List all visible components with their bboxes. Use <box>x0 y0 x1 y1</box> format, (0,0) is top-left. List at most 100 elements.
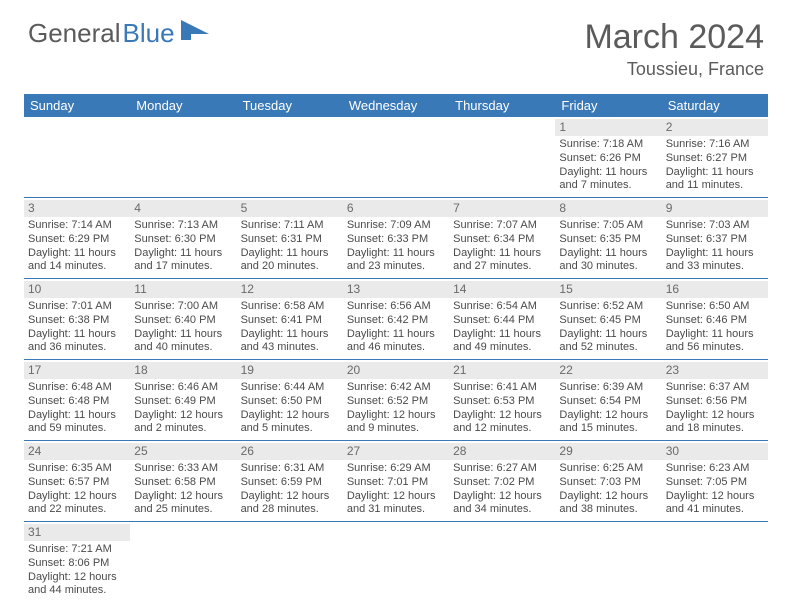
page-title: March 2024 <box>584 18 764 57</box>
daylight-text: Daylight: 11 hours and 27 minutes. <box>453 247 551 275</box>
sunrise-text: Sunrise: 6:39 AM <box>559 381 657 395</box>
sunrise-text: Sunrise: 7:07 AM <box>453 219 551 233</box>
sunset-text: Sunset: 6:35 PM <box>559 233 657 247</box>
sunset-text: Sunset: 6:57 PM <box>28 476 126 490</box>
sunrise-text: Sunrise: 6:52 AM <box>559 300 657 314</box>
calendar-empty-cell <box>555 522 661 602</box>
day-number: 17 <box>24 362 130 379</box>
day-number: 25 <box>130 443 236 460</box>
day-number: 26 <box>237 443 343 460</box>
sunrise-text: Sunrise: 7:00 AM <box>134 300 232 314</box>
daylight-text: Daylight: 11 hours and 7 minutes. <box>559 166 657 194</box>
day-number: 14 <box>449 281 555 298</box>
day-number: 24 <box>24 443 130 460</box>
day-number: 9 <box>662 200 768 217</box>
daylight-text: Daylight: 11 hours and 49 minutes. <box>453 328 551 356</box>
calendar-day-cell: 18Sunrise: 6:46 AMSunset: 6:49 PMDayligh… <box>130 360 236 440</box>
sunset-text: Sunset: 6:52 PM <box>347 395 445 409</box>
sunrise-text: Sunrise: 6:37 AM <box>666 381 764 395</box>
weekday-header: Monday <box>130 94 236 117</box>
day-number: 8 <box>555 200 661 217</box>
sunset-text: Sunset: 6:37 PM <box>666 233 764 247</box>
logo: General Blue <box>28 18 211 49</box>
daylight-text: Daylight: 12 hours and 28 minutes. <box>241 490 339 518</box>
daylight-text: Daylight: 11 hours and 43 minutes. <box>241 328 339 356</box>
calendar-row: 10Sunrise: 7:01 AMSunset: 6:38 PMDayligh… <box>24 279 768 360</box>
calendar-day-cell: 20Sunrise: 6:42 AMSunset: 6:52 PMDayligh… <box>343 360 449 440</box>
calendar-row: 3Sunrise: 7:14 AMSunset: 6:29 PMDaylight… <box>24 198 768 279</box>
sunset-text: Sunset: 6:31 PM <box>241 233 339 247</box>
daylight-text: Daylight: 12 hours and 41 minutes. <box>666 490 764 518</box>
calendar-day-cell: 29Sunrise: 6:25 AMSunset: 7:03 PMDayligh… <box>555 441 661 521</box>
day-number: 19 <box>237 362 343 379</box>
sunrise-text: Sunrise: 6:41 AM <box>453 381 551 395</box>
calendar-day-cell: 22Sunrise: 6:39 AMSunset: 6:54 PMDayligh… <box>555 360 661 440</box>
sunset-text: Sunset: 6:27 PM <box>666 152 764 166</box>
sunset-text: Sunset: 7:02 PM <box>453 476 551 490</box>
sunrise-text: Sunrise: 6:31 AM <box>241 462 339 476</box>
calendar: SundayMondayTuesdayWednesdayThursdayFrid… <box>24 94 768 602</box>
daylight-text: Daylight: 11 hours and 33 minutes. <box>666 247 764 275</box>
sunrise-text: Sunrise: 6:50 AM <box>666 300 764 314</box>
daylight-text: Daylight: 12 hours and 2 minutes. <box>134 409 232 437</box>
calendar-day-cell: 27Sunrise: 6:29 AMSunset: 7:01 PMDayligh… <box>343 441 449 521</box>
day-number: 1 <box>555 119 661 136</box>
day-number: 27 <box>343 443 449 460</box>
logo-text-general: General <box>28 18 121 49</box>
sunrise-text: Sunrise: 7:18 AM <box>559 138 657 152</box>
daylight-text: Daylight: 12 hours and 15 minutes. <box>559 409 657 437</box>
day-number: 31 <box>24 524 130 541</box>
sunset-text: Sunset: 7:05 PM <box>666 476 764 490</box>
calendar-day-cell: 23Sunrise: 6:37 AMSunset: 6:56 PMDayligh… <box>662 360 768 440</box>
sunset-text: Sunset: 8:06 PM <box>28 557 126 571</box>
sunset-text: Sunset: 6:26 PM <box>559 152 657 166</box>
day-number: 5 <box>237 200 343 217</box>
day-number: 18 <box>130 362 236 379</box>
daylight-text: Daylight: 12 hours and 22 minutes. <box>28 490 126 518</box>
day-number: 12 <box>237 281 343 298</box>
calendar-day-cell: 4Sunrise: 7:13 AMSunset: 6:30 PMDaylight… <box>130 198 236 278</box>
daylight-text: Daylight: 12 hours and 38 minutes. <box>559 490 657 518</box>
sunrise-text: Sunrise: 6:27 AM <box>453 462 551 476</box>
calendar-empty-cell <box>449 522 555 602</box>
sunrise-text: Sunrise: 7:03 AM <box>666 219 764 233</box>
sunrise-text: Sunrise: 7:09 AM <box>347 219 445 233</box>
calendar-day-cell: 16Sunrise: 6:50 AMSunset: 6:46 PMDayligh… <box>662 279 768 359</box>
day-number: 29 <box>555 443 661 460</box>
daylight-text: Daylight: 12 hours and 34 minutes. <box>453 490 551 518</box>
day-number: 7 <box>449 200 555 217</box>
sunset-text: Sunset: 6:30 PM <box>134 233 232 247</box>
calendar-empty-cell <box>130 117 236 197</box>
sunrise-text: Sunrise: 6:44 AM <box>241 381 339 395</box>
sunset-text: Sunset: 6:34 PM <box>453 233 551 247</box>
daylight-text: Daylight: 11 hours and 56 minutes. <box>666 328 764 356</box>
calendar-day-cell: 1 Sunrise: 7:18 AMSunset: 6:26 PMDaylight… <box>555 117 661 197</box>
day-number: 4 <box>130 200 236 217</box>
sunrise-text: Sunrise: 6:29 AM <box>347 462 445 476</box>
sunset-text: Sunset: 6:54 PM <box>559 395 657 409</box>
calendar-empty-cell <box>237 117 343 197</box>
daylight-text: Daylight: 12 hours and 44 minutes. <box>28 571 126 599</box>
daylight-text: Daylight: 12 hours and 12 minutes. <box>453 409 551 437</box>
weekday-header: Friday <box>555 94 661 117</box>
sunset-text: Sunset: 6:44 PM <box>453 314 551 328</box>
daylight-text: Daylight: 11 hours and 40 minutes. <box>134 328 232 356</box>
calendar-day-cell: 7 Sunrise: 7:07 AMSunset: 6:34 PMDaylight… <box>449 198 555 278</box>
sunset-text: Sunset: 6:41 PM <box>241 314 339 328</box>
day-number: 10 <box>24 281 130 298</box>
weekday-header: Saturday <box>662 94 768 117</box>
sunset-text: Sunset: 6:38 PM <box>28 314 126 328</box>
calendar-empty-cell <box>237 522 343 602</box>
daylight-text: Daylight: 12 hours and 25 minutes. <box>134 490 232 518</box>
sunrise-text: Sunrise: 7:16 AM <box>666 138 764 152</box>
daylight-text: Daylight: 11 hours and 52 minutes. <box>559 328 657 356</box>
sunset-text: Sunset: 6:40 PM <box>134 314 232 328</box>
sunrise-text: Sunrise: 6:42 AM <box>347 381 445 395</box>
sunset-text: Sunset: 6:42 PM <box>347 314 445 328</box>
calendar-empty-cell <box>343 117 449 197</box>
sunrise-text: Sunrise: 7:05 AM <box>559 219 657 233</box>
sunrise-text: Sunrise: 7:13 AM <box>134 219 232 233</box>
calendar-empty-cell <box>343 522 449 602</box>
sunset-text: Sunset: 6:46 PM <box>666 314 764 328</box>
sunset-text: Sunset: 6:59 PM <box>241 476 339 490</box>
